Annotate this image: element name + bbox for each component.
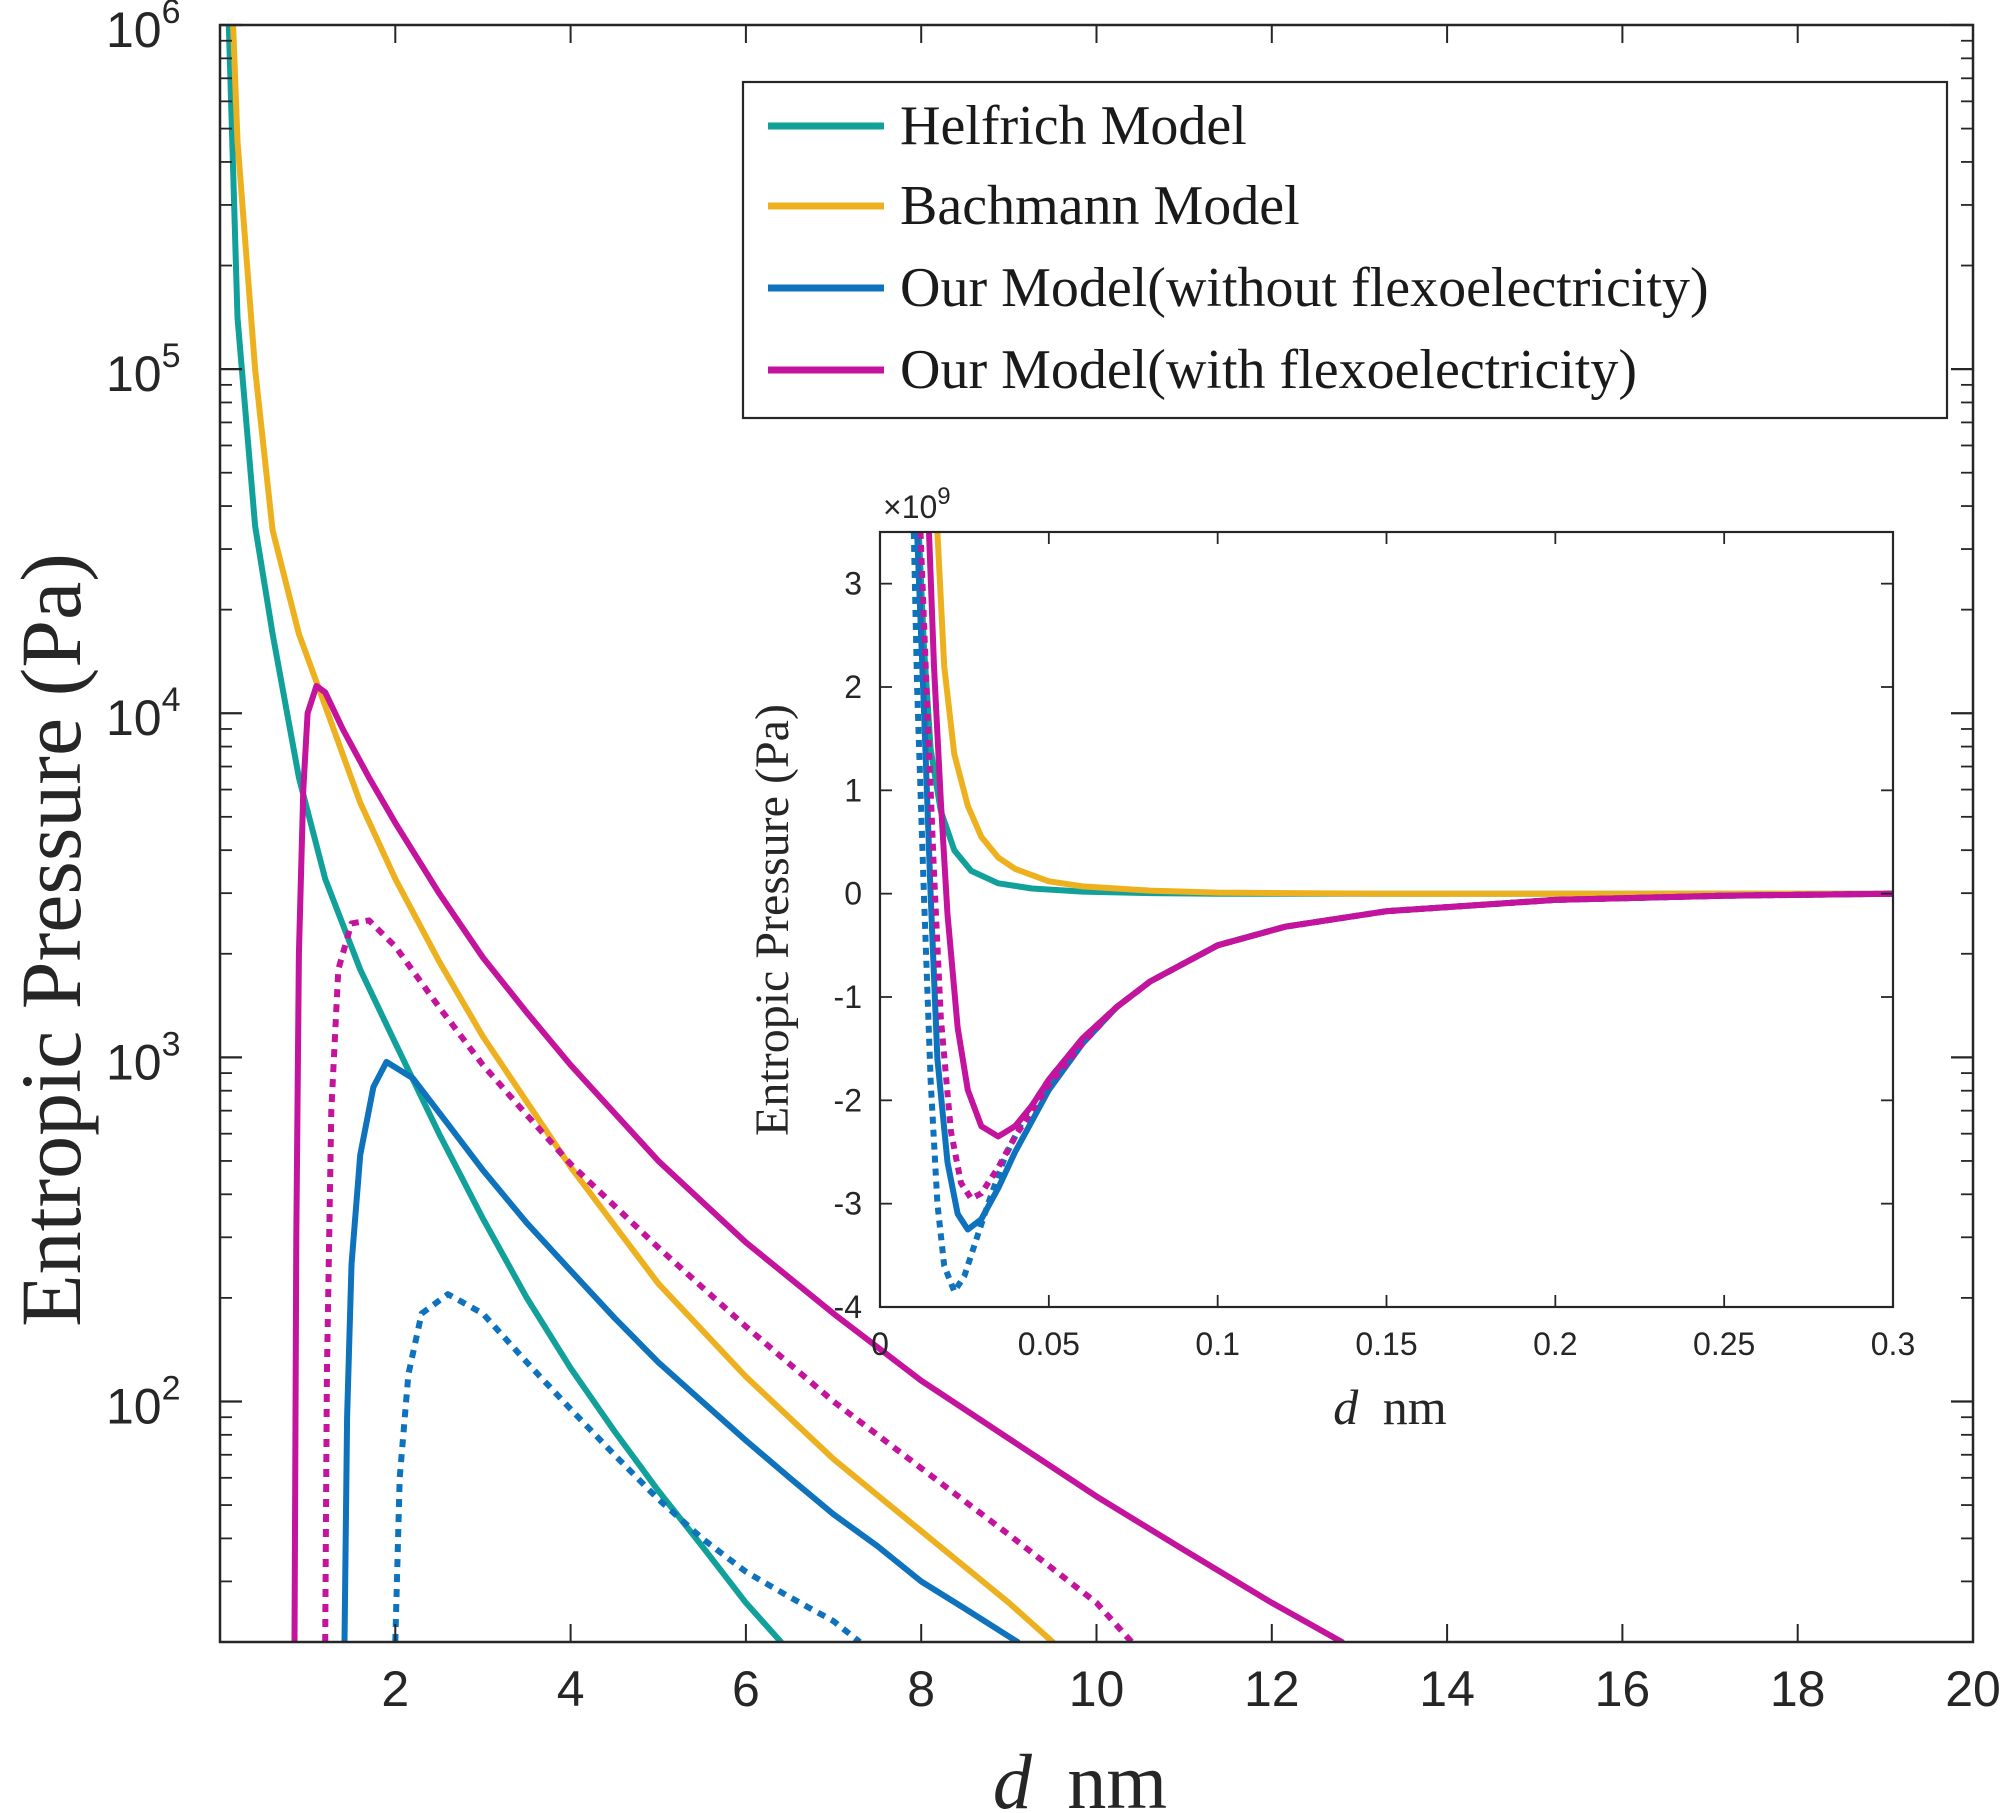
- inset-x-tick-label-0-25: 0.25: [1693, 1326, 1755, 1362]
- inset-y-tick-label-3: 3: [844, 566, 862, 602]
- legend: Helfrich Model Bachmann Model Our Model(…: [743, 82, 1947, 418]
- main-x-axis-variable: d: [993, 1738, 1033, 1813]
- main-x-tick-label-2: 2: [381, 1661, 409, 1717]
- main-x-tick-label-20: 20: [1945, 1661, 2001, 1717]
- inset-y-tick-label-2: 2: [844, 669, 862, 705]
- main-x-tick-label-16: 16: [1595, 1661, 1651, 1717]
- inset-y-tick-label-2: -2: [834, 1082, 862, 1118]
- main-x-tick-label-8: 8: [907, 1661, 935, 1717]
- inset-background: [880, 532, 1893, 1307]
- inset-y-tick-label-3: -3: [834, 1186, 862, 1222]
- main-x-tick-label-12: 12: [1244, 1661, 1300, 1717]
- inset-x-tick-label-0: 0: [871, 1326, 889, 1362]
- main-x-tick-label-6: 6: [732, 1661, 760, 1717]
- inset-multiplier-exponent: 9: [937, 483, 950, 510]
- legend-label-bachmann: Bachmann Model: [900, 175, 1300, 237]
- inset-multiplier-base: ×10: [883, 489, 937, 525]
- main-x-axis-unit: nm: [1067, 1738, 1167, 1813]
- inset-x-tick-label-0-1: 0.1: [1195, 1326, 1239, 1362]
- inset-y-tick-label-1: -1: [834, 979, 862, 1015]
- inset-x-tick-label-0-3: 0.3: [1871, 1326, 1915, 1362]
- inset-y-tick-label-1: 1: [844, 772, 862, 808]
- inset-x-axis-label: d nm: [1333, 1379, 1447, 1435]
- inset-y-axis-label: Entropic Pressure (Pa): [746, 704, 799, 1136]
- inset-x-axis-variable: d: [1333, 1379, 1359, 1435]
- inset-x-axis-unit: nm: [1383, 1379, 1447, 1435]
- legend-label-our-model-with-flexo: Our Model(with flexoelectricity): [900, 339, 1637, 401]
- main-x-axis-label: d nm: [993, 1738, 1167, 1813]
- inset-x-tick-label-0-15: 0.15: [1355, 1326, 1417, 1362]
- main-x-tick-label-14: 14: [1419, 1661, 1475, 1717]
- main-x-tick-label-18: 18: [1770, 1661, 1826, 1717]
- inset-y-tick-label-0: 0: [844, 876, 862, 912]
- main-x-tick-label-4: 4: [557, 1661, 585, 1717]
- inset-y-tick-label-4: -4: [834, 1289, 862, 1325]
- inset-x-tick-label-0-2: 0.2: [1533, 1326, 1577, 1362]
- inset-x-tick-label-0-05: 0.05: [1018, 1326, 1080, 1362]
- main-x-tick-label-10: 10: [1069, 1661, 1125, 1717]
- legend-label-helfrich: Helfrich Model: [900, 95, 1247, 157]
- main-y-axis-label: Entropic Pressure (Pa): [3, 553, 99, 1327]
- legend-label-our-model-without-flexo: Our Model(without flexoelectricity): [900, 257, 1709, 319]
